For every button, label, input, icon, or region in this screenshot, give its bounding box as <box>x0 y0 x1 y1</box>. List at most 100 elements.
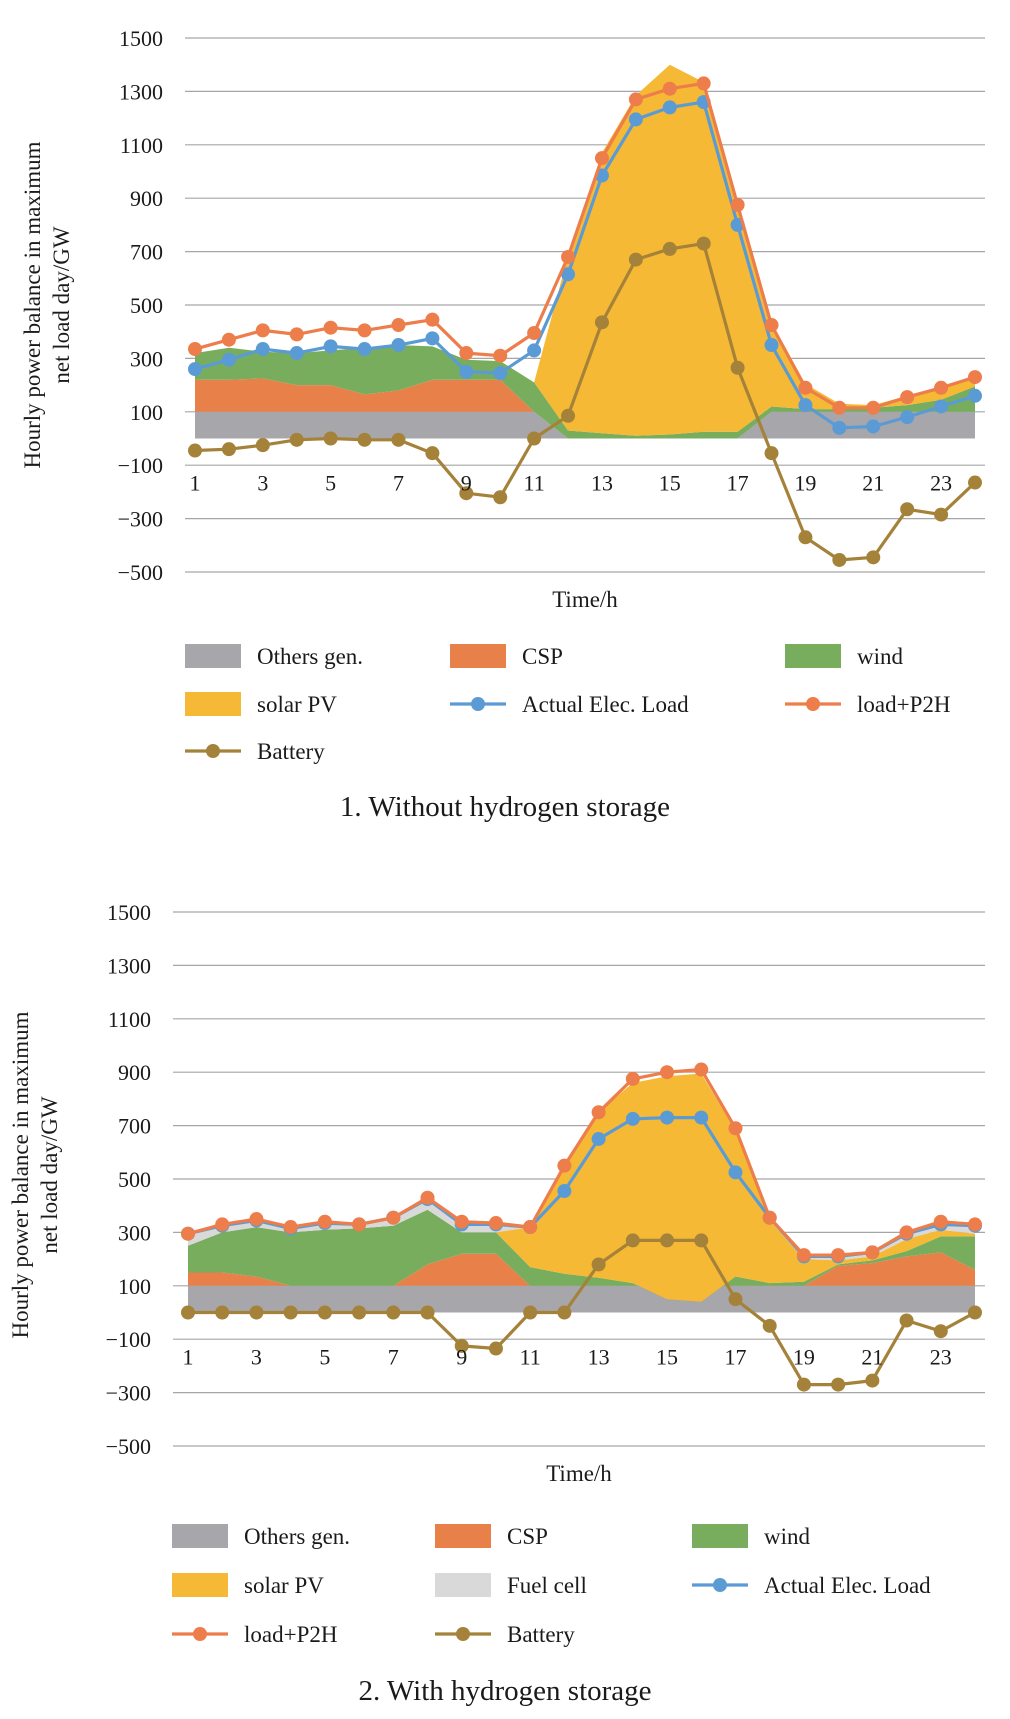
point-load <box>255 323 270 338</box>
point-battery <box>796 1377 811 1392</box>
y-tick-label: 900 <box>130 186 163 211</box>
point-battery <box>831 1377 846 1392</box>
point-load <box>968 370 982 385</box>
point-battery <box>420 1305 435 1320</box>
y-tick-label: 500 <box>118 1167 151 1192</box>
point-load <box>762 1210 777 1225</box>
point-actual <box>625 1111 640 1126</box>
point-battery <box>832 552 847 567</box>
point-load <box>391 318 406 333</box>
point-load <box>866 400 881 415</box>
point-load <box>832 400 847 415</box>
point-actual <box>188 362 202 377</box>
legend-item-solar: solar PV <box>172 1573 324 1598</box>
point-actual <box>391 338 406 353</box>
y-tick-label: −100 <box>106 1327 151 1352</box>
y-tick-label: −500 <box>118 560 163 585</box>
point-load <box>660 1065 675 1080</box>
point-load <box>283 1220 298 1235</box>
point-load <box>188 342 202 357</box>
x-axis-label: Time/h <box>552 587 618 612</box>
point-load <box>425 312 440 327</box>
x-tick-label: 19 <box>793 1345 815 1370</box>
point-actual <box>832 420 847 435</box>
point-battery <box>730 360 745 375</box>
legend-marker-battery <box>206 744 220 758</box>
point-load <box>527 326 542 341</box>
legend-item-csp: CSP <box>450 644 563 669</box>
point-load <box>798 380 813 395</box>
point-load <box>357 323 372 338</box>
point-load <box>249 1212 264 1227</box>
point-actual <box>764 338 779 353</box>
legend-swatch-wind <box>692 1524 748 1548</box>
legend-marker-actual <box>713 1578 727 1592</box>
legend-label-actual: Actual Elec. Load <box>764 1573 931 1598</box>
point-actual <box>425 331 440 346</box>
point-battery <box>181 1305 195 1320</box>
legend-label-load: load+P2H <box>857 692 950 717</box>
point-battery <box>221 442 236 457</box>
legend-marker-battery <box>456 1627 470 1641</box>
y-axis-label-line1: Hourly power balance in maximum <box>20 141 45 468</box>
x-tick-label: 13 <box>588 1345 610 1370</box>
y-tick-label: 1300 <box>107 953 151 978</box>
legend-item-others: Others gen. <box>185 644 363 669</box>
point-battery <box>662 241 677 256</box>
x-tick-label: 5 <box>325 471 336 496</box>
point-load <box>181 1226 195 1241</box>
point-load <box>899 1225 914 1240</box>
area-others <box>195 411 975 439</box>
y-tick-label: 1100 <box>120 133 163 158</box>
point-load <box>215 1217 230 1232</box>
point-battery <box>459 486 474 501</box>
point-battery <box>323 431 338 446</box>
point-battery <box>934 507 949 522</box>
point-actual <box>728 1165 743 1180</box>
chart-with-hydrogen-storage: 1500 1300 1100 900 700 500 300 100 −100 −300 −500 1… <box>8 900 985 1707</box>
point-actual <box>628 112 643 127</box>
point-battery <box>968 1305 982 1320</box>
point-load <box>730 197 745 212</box>
point-battery <box>764 446 779 461</box>
point-battery <box>696 236 711 251</box>
point-load <box>696 76 711 91</box>
point-actual <box>459 364 474 379</box>
y-tick-label: 100 <box>118 1274 151 1299</box>
legend-item-fuel: Fuel cell <box>435 1573 587 1598</box>
x-tick-label: 23 <box>930 471 952 496</box>
x-tick-label: 7 <box>393 471 404 496</box>
point-load <box>561 249 576 264</box>
x-tick-label: 13 <box>591 471 613 496</box>
y-axis-label-line2: net load day/GW <box>37 1096 62 1253</box>
chart-without-hydrogen-storage: 1500 1300 1100 900 700 500 300 100 −100 −300 −500 1… <box>20 26 985 823</box>
y-tick-label: 300 <box>130 346 163 371</box>
point-battery <box>215 1305 230 1320</box>
point-actual <box>694 1110 709 1125</box>
point-battery <box>188 443 202 458</box>
legend-label-wind: wind <box>764 1524 811 1549</box>
point-battery <box>557 1305 572 1320</box>
y-tick-label: 1500 <box>119 26 163 51</box>
point-load <box>454 1214 469 1229</box>
point-load <box>694 1062 709 1077</box>
point-actual <box>289 346 304 361</box>
legend-marker-actual <box>471 697 485 711</box>
y-tick-label: 700 <box>118 1114 151 1139</box>
point-load <box>557 1158 572 1173</box>
point-load <box>488 1216 503 1231</box>
point-load <box>728 1121 743 1136</box>
y-tick-label: 1100 <box>108 1007 151 1032</box>
legend-item-wind: wind <box>785 644 904 669</box>
x-tick-label: 9 <box>456 1345 467 1370</box>
legend-marker-load <box>193 1627 207 1641</box>
point-actual <box>660 1110 675 1125</box>
point-battery <box>762 1318 777 1333</box>
point-battery <box>352 1305 367 1320</box>
x-tick-label: 23 <box>930 1345 952 1370</box>
point-battery <box>386 1305 401 1320</box>
point-battery <box>694 1233 709 1248</box>
legend-label-load: load+P2H <box>244 1622 337 1647</box>
point-battery <box>357 432 372 447</box>
y-tick-label: 500 <box>130 293 163 318</box>
